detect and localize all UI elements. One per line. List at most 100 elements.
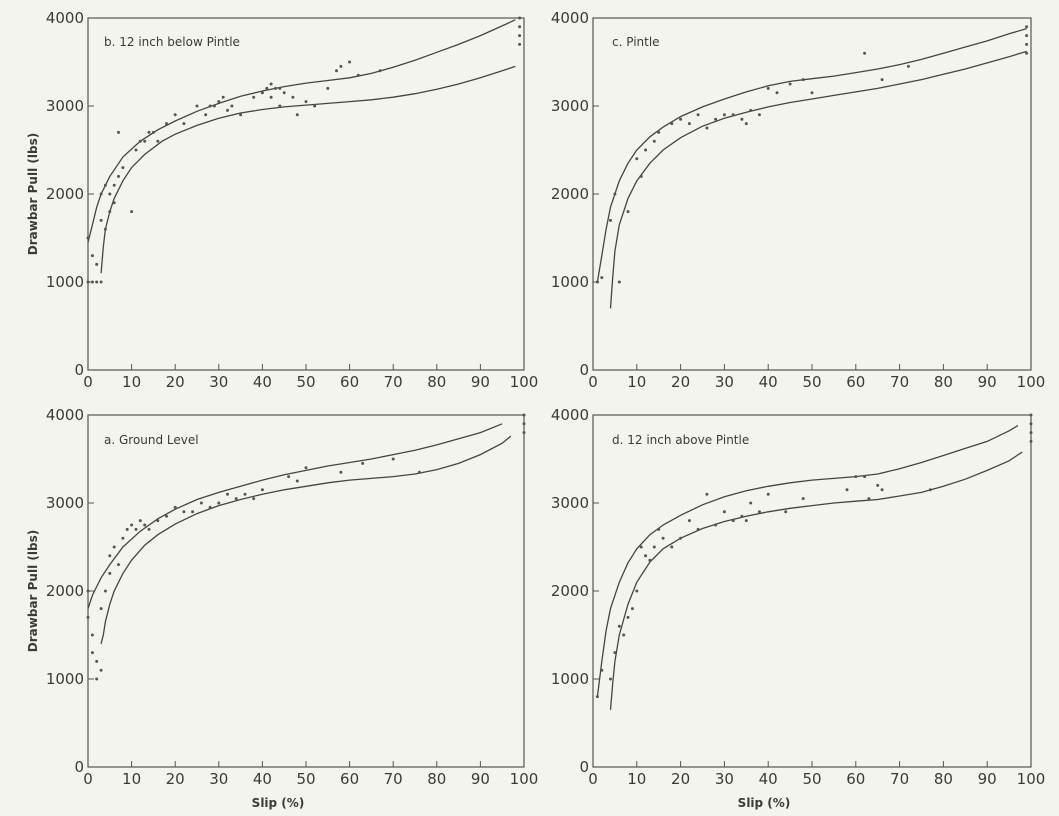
data-point xyxy=(90,280,94,284)
data-point xyxy=(282,91,286,95)
data-point xyxy=(274,86,277,90)
data-point xyxy=(278,104,282,108)
data-point xyxy=(609,218,612,222)
data-point xyxy=(260,488,264,492)
data-point xyxy=(339,470,343,474)
data-point xyxy=(744,519,748,523)
data-point xyxy=(1025,34,1029,38)
y-tick-label: 4000 xyxy=(46,406,84,424)
data-point xyxy=(644,554,648,558)
upper-envelope-line xyxy=(87,423,503,609)
data-point xyxy=(670,122,674,126)
y-tick-label: 3000 xyxy=(551,97,589,115)
plot-frame xyxy=(87,17,525,371)
data-point xyxy=(626,210,630,214)
data-point xyxy=(801,497,805,501)
data-point xyxy=(99,607,103,611)
data-point xyxy=(103,227,107,231)
data-point xyxy=(356,73,360,77)
data-point xyxy=(639,545,643,549)
data-point xyxy=(217,501,221,505)
data-point xyxy=(90,633,94,637)
data-point xyxy=(518,25,522,29)
data-point xyxy=(138,519,142,523)
x-tick-label: 10 xyxy=(122,770,141,788)
data-point xyxy=(652,139,656,143)
data-point xyxy=(304,466,308,470)
x-tick-label: 100 xyxy=(510,770,539,788)
data-point xyxy=(295,479,299,483)
x-tick-label: 30 xyxy=(209,373,228,391)
data-point xyxy=(757,510,761,514)
y-tick-label: 1000 xyxy=(551,670,589,688)
data-point xyxy=(714,523,718,527)
data-point xyxy=(731,519,735,523)
data-point xyxy=(86,236,90,240)
x-tick-label: 70 xyxy=(890,373,909,391)
data-point xyxy=(609,677,612,681)
panel-bottom-left: a. Ground Level Drawbar Pull (lbs) Slip … xyxy=(26,406,538,810)
panel-title: d. 12 inch above Pintle xyxy=(612,433,749,447)
data-point xyxy=(635,589,639,593)
upper-envelope-line xyxy=(596,425,1019,697)
data-point xyxy=(679,536,683,540)
x-tick-label: 20 xyxy=(166,770,185,788)
lower-envelope-line xyxy=(609,451,1023,710)
data-point xyxy=(313,104,317,108)
x-tick-label: 60 xyxy=(846,373,865,391)
x-tick-label: 40 xyxy=(759,770,778,788)
data-point xyxy=(151,130,155,134)
data-point xyxy=(199,501,203,505)
data-point xyxy=(617,624,621,628)
data-point xyxy=(784,510,788,514)
y-tick-label: 4000 xyxy=(551,9,589,27)
x-tick-label: 20 xyxy=(166,373,185,391)
data-point xyxy=(1029,431,1033,435)
data-point xyxy=(863,51,867,55)
data-point xyxy=(722,510,726,514)
x-tick-label: 0 xyxy=(83,770,93,788)
x-tick-label: 50 xyxy=(296,373,315,391)
x-axis-label: Slip (%) xyxy=(252,796,305,810)
data-point xyxy=(705,126,709,130)
data-point xyxy=(670,545,674,549)
panel-title: c. Pintle xyxy=(612,35,660,49)
data-point xyxy=(391,457,395,461)
y-axis-label: Drawbar Pull (lbs) xyxy=(26,530,40,652)
data-point xyxy=(876,483,880,487)
data-point xyxy=(679,117,683,121)
data-point xyxy=(630,607,634,611)
data-point xyxy=(173,113,177,117)
data-point xyxy=(361,461,365,465)
lower-envelope-line xyxy=(609,50,1027,309)
data-point xyxy=(95,677,99,681)
data-point xyxy=(518,34,522,38)
x-tick-label: 70 xyxy=(890,770,909,788)
data-point xyxy=(1029,413,1033,417)
x-tick-label: 0 xyxy=(83,373,93,391)
y-tick-label: 0 xyxy=(579,758,589,776)
lower-envelope-line xyxy=(100,65,516,274)
data-point xyxy=(661,536,665,540)
upper-envelope-line xyxy=(596,27,1027,283)
panel-bottom-right: d. 12 inch above Pintle Slip (%) 0100020… xyxy=(551,406,1046,810)
data-point xyxy=(195,104,199,108)
data-point xyxy=(112,183,116,187)
data-point xyxy=(304,100,308,104)
data-point xyxy=(722,113,726,117)
data-point xyxy=(117,130,120,134)
x-tick-label: 90 xyxy=(471,373,490,391)
data-point xyxy=(265,86,269,90)
data-point xyxy=(269,82,273,86)
data-point xyxy=(696,527,700,531)
data-point xyxy=(252,95,256,99)
data-point xyxy=(165,122,168,126)
data-point xyxy=(86,589,90,593)
data-point xyxy=(749,108,753,112)
data-point xyxy=(854,475,858,479)
y-tick-label: 1000 xyxy=(46,273,84,291)
data-point xyxy=(613,651,617,655)
data-point xyxy=(95,262,99,266)
data-point xyxy=(156,519,160,523)
data-point xyxy=(657,130,661,134)
